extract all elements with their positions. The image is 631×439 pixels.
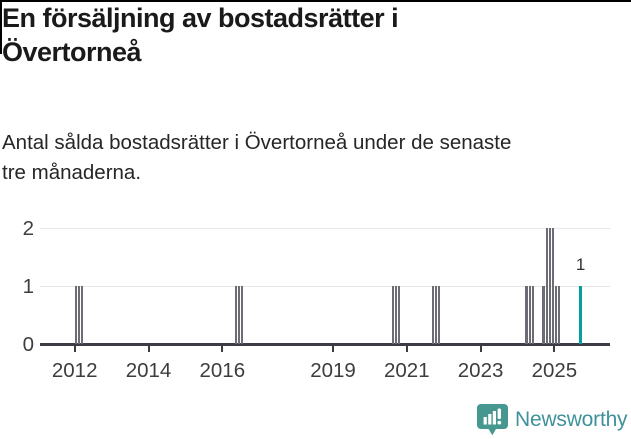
- badge-bar-2: [488, 414, 492, 425]
- bar: [548, 227, 552, 344]
- x-tick-2019: [332, 344, 334, 352]
- bar-highlight: [579, 285, 583, 344]
- x-tick-2012: [73, 344, 76, 352]
- y-axis-label-1: 1: [22, 275, 34, 298]
- bar: [542, 285, 545, 344]
- bar: [80, 285, 84, 344]
- badge-bar-3: [492, 411, 496, 425]
- x-tick-2023: [479, 344, 482, 352]
- x-axis-label-2023: 2023: [457, 358, 504, 382]
- bar: [234, 285, 238, 344]
- brand-name[interactable]: Newsworthy: [515, 408, 628, 431]
- x-tick-2016: [221, 344, 224, 352]
- x-axis-line: [40, 343, 610, 346]
- chart-title-line1: En försäljning av bostadsrätter i: [2, 3, 399, 33]
- bar: [240, 285, 244, 344]
- badge-bar-1: [483, 417, 487, 425]
- x-tick-2025: [553, 344, 556, 352]
- y-axis-label-2: 2: [22, 217, 34, 240]
- gridline-y2: [40, 227, 610, 229]
- chart-subtitle-line1: Antal sålda bostadsrätter i Övertorneå u…: [2, 131, 512, 154]
- x-axis-label-2016: 2016: [199, 358, 246, 382]
- gridline-y1: [40, 285, 610, 287]
- badge-exclamation-bar: [497, 408, 501, 419]
- bar: [394, 285, 398, 344]
- latest-value-label: 1: [575, 254, 586, 274]
- chart-subtitle: Antal sålda bostadsrätter i Övertorneå u…: [2, 128, 622, 187]
- bar: [437, 285, 441, 344]
- chart-title: En försäljning av bostadsrätter i Övertor…: [2, 2, 602, 69]
- x-axis-label-2012: 2012: [51, 358, 98, 382]
- bar: [391, 285, 395, 344]
- y-axis-label-0: 0: [22, 333, 34, 356]
- bar: [431, 285, 435, 344]
- x-tick-2021: [405, 344, 408, 352]
- newsworthy-logo[interactable]: Newsworthy: [476, 403, 628, 437]
- x-axis-label-2019: 2019: [310, 358, 356, 382]
- bar: [525, 285, 528, 344]
- bar: [545, 227, 548, 344]
- bar: [397, 285, 401, 344]
- badge-exclamation-dot: [497, 420, 502, 425]
- x-axis-label-2014: 2014: [125, 358, 172, 382]
- bar: [77, 285, 81, 344]
- x-axis-label-2021: 2021: [383, 358, 430, 382]
- bar: [551, 227, 555, 344]
- chart-subtitle-line2: tre månaderna.: [2, 160, 142, 184]
- x-axis-label-2025: 2025: [531, 358, 578, 382]
- crop-border-top: [0, 0, 631, 2]
- bar: [74, 285, 78, 344]
- bar: [237, 285, 241, 344]
- x-tick-2014: [147, 344, 150, 352]
- bar: [554, 285, 558, 344]
- bar: [557, 285, 561, 344]
- bar: [531, 285, 535, 344]
- newsworthy-badge-icon[interactable]: [476, 403, 509, 437]
- crop-border-left: [0, 0, 2, 54]
- bar: [528, 285, 532, 344]
- bar: [434, 285, 438, 344]
- chart-title-line2: Övertorneå: [2, 36, 142, 67]
